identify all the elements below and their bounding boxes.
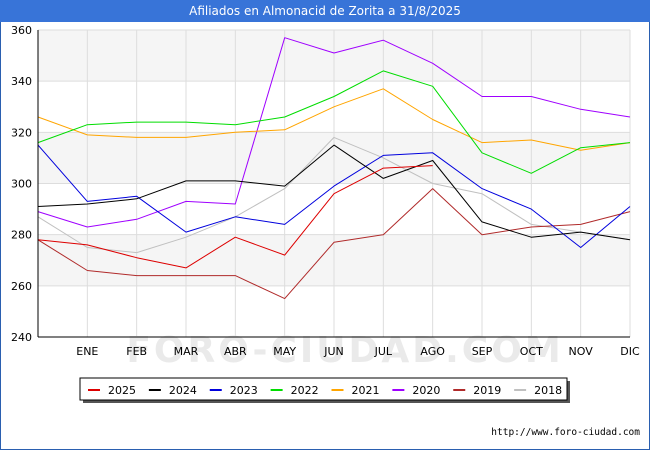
series-line-2023: [37, 144, 631, 248]
x-tick-label: JUL: [374, 345, 393, 358]
y-tick-label: 280: [11, 229, 32, 242]
y-tick-label: 340: [11, 75, 32, 88]
legend-label-2020: 2020: [412, 384, 440, 397]
x-tick-label: SEP: [472, 345, 493, 358]
x-tick-label: ENE: [76, 345, 98, 358]
source-url: http://www.foro-ciudad.com: [491, 427, 640, 438]
series-lines: [37, 37, 631, 300]
series-line-2022: [37, 70, 631, 174]
series-line-2020: [37, 37, 631, 228]
series-line-2024: [37, 144, 631, 241]
y-tick-label: 240: [11, 331, 32, 344]
legend-label-2025: 2025: [108, 384, 136, 397]
x-tick-label: JUN: [323, 345, 344, 358]
y-tick-label: 320: [11, 126, 32, 139]
legend-label-2022: 2022: [291, 384, 319, 397]
x-tick-label: AGO: [420, 345, 445, 358]
chart-title: Afiliados en Almonacid de Zorita a 31/8/…: [0, 0, 650, 22]
y-tick-label: 300: [11, 178, 32, 191]
legend-label-2021: 2021: [352, 384, 380, 397]
y-tick-label: 360: [11, 24, 32, 37]
x-tick-label: ABR: [224, 345, 247, 358]
x-tick-label: NOV: [569, 345, 594, 358]
series-line-2019: [37, 188, 631, 300]
axes: [37, 30, 630, 338]
x-tick-label: FEB: [126, 345, 147, 358]
x-tick-label: DIC: [620, 345, 640, 358]
x-tick-label: MAR: [174, 345, 199, 358]
x-tick-labels: ENE FEB MAR ABR MAY JUN JUL AGO SEP OCT NOV DIC: [76, 345, 640, 358]
y-tick-label: 260: [11, 280, 32, 293]
x-tick-label: MAY: [273, 345, 296, 358]
legend-label-2023: 2023: [230, 384, 258, 397]
legend-label-2019: 2019: [473, 384, 501, 397]
legend: 2025 2024 2023 2022 2021 2020 2019 2018: [79, 377, 570, 403]
series-line-2021: [37, 88, 631, 151]
legend-label-2018: 2018: [534, 384, 562, 397]
y-tick-labels: 240 260 280 300 320 340 360: [11, 24, 32, 344]
x-tick-label: OCT: [520, 345, 543, 358]
legend-label-2024: 2024: [169, 384, 197, 397]
series-line-2025: [37, 165, 433, 269]
series-line-2018: [37, 136, 631, 254]
legend-box: [79, 377, 568, 401]
